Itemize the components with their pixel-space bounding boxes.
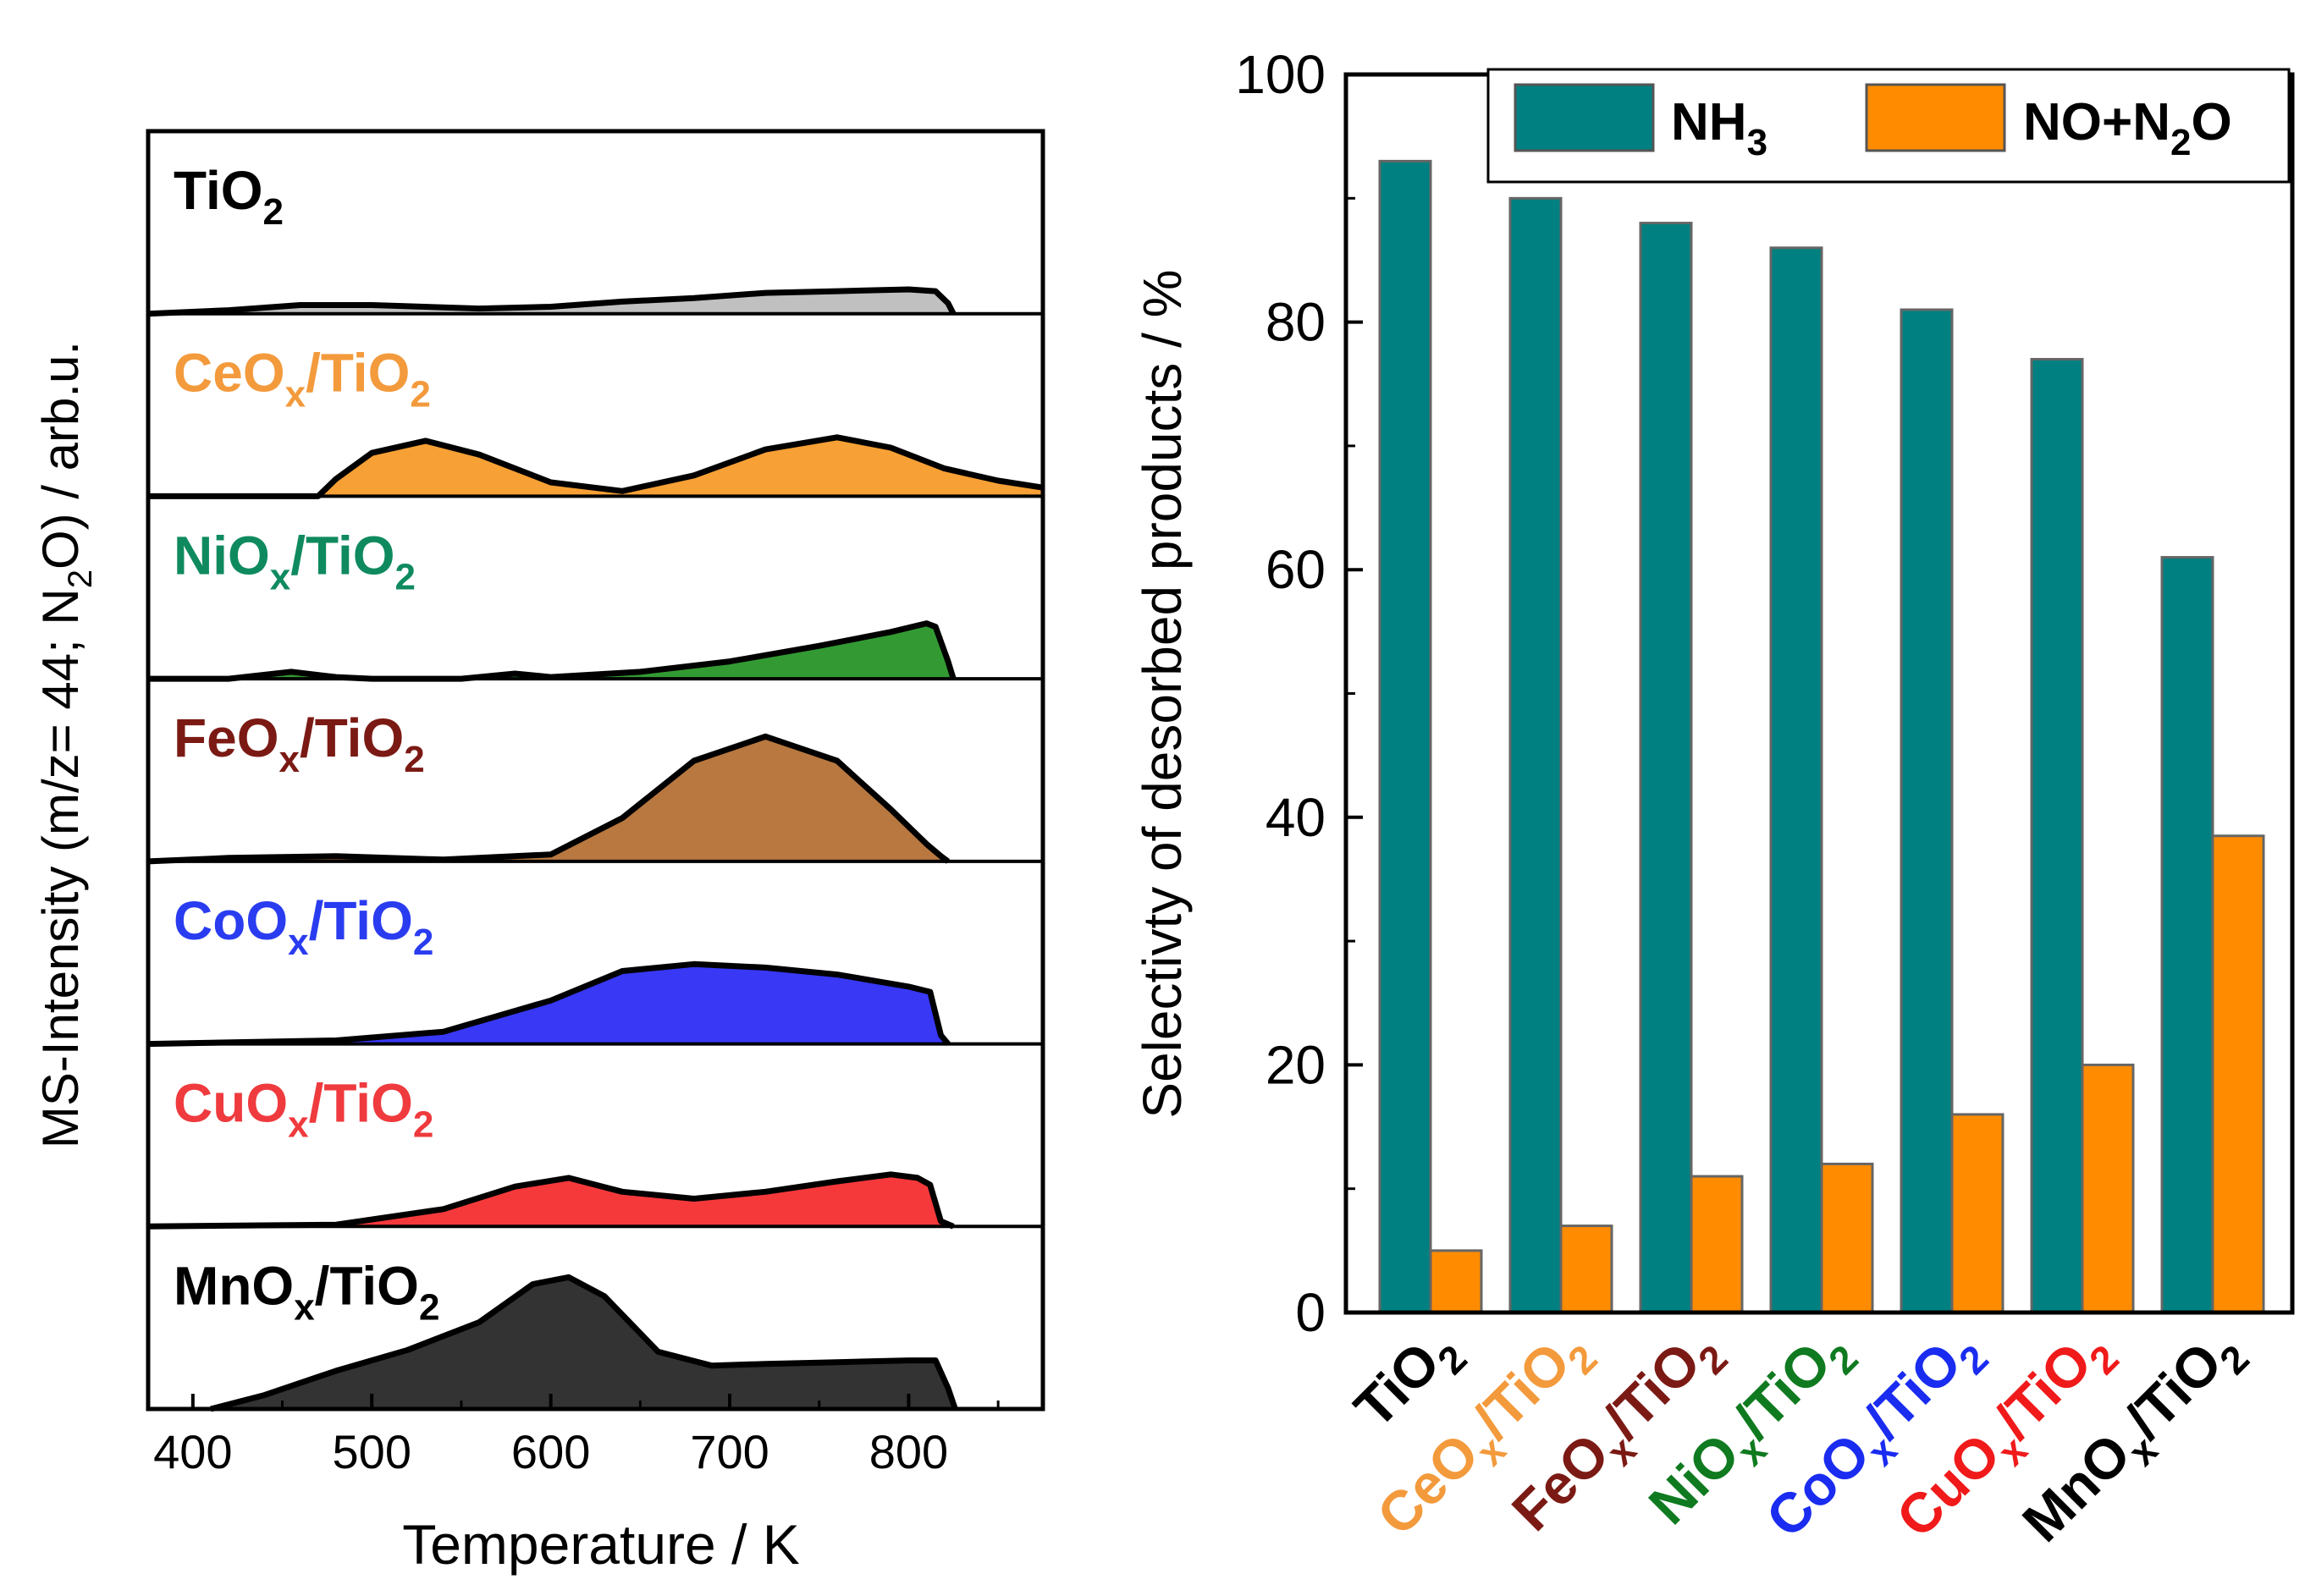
selectivity-category-labels: TiO2CeOx/TiO2FeOx/TiO2NiOx/TiO2CoOx/TiO2… [1343,1315,2258,1554]
tpd-x-tick-label: 500 [333,1425,411,1478]
tpd-label-coox-tio2: CoOx/TiO2 [174,890,433,963]
bar-no-n2o-cuox-tio2 [2081,1063,2135,1314]
tpd-label-ceox-tio2: CeOx/TiO2 [174,343,431,416]
tpd-x-tick-label: 700 [690,1425,769,1478]
bar-nh3-mnox-tio2 [2160,556,2214,1314]
tpd-x-tick-label: 600 [511,1425,590,1478]
tpd-curve-mnox-tio2 [210,1274,958,1412]
tpd-frame-layer [146,129,1045,1412]
legend-label-nh3: NH3 [1671,93,1767,163]
y-tick-label: 100 [1235,44,1326,105]
tpd-label-layer: TiO2 CeOx/TiO2 NiOx/TiO2 FeOx/TiO2 CoOx/TiO2… [174,160,439,1328]
legend: NH3 NO+N2O [1486,68,2291,184]
y-tick-label: 60 [1266,539,1326,600]
tpd-label-feox-tio2: FeOx/TiO2 [174,707,425,780]
legend-label-no-n2o: NO+N2O [2023,93,2232,163]
bar-no-n2o-mnox-tio2 [2211,834,2265,1314]
tpd-curve-feox-tio2 [147,733,951,865]
selectivity-y-axis-title: Selectivty of desorbed products / % [1132,269,1193,1118]
tpd-stacked-chart: TiO2 CeOx/TiO2 NiOx/TiO2 FeOx/TiO2 CoOx/TiO2… [32,129,1045,1576]
bar-nh3-feox-tio2 [1639,222,1693,1314]
tpd-curve-tio2 [147,286,957,317]
tpd-label-mnox-tio2: MnOx/TiO2 [174,1255,439,1328]
y-tick-label: 0 [1295,1282,1326,1343]
bar-no-n2o-coox-tio2 [1950,1113,2004,1314]
bar-nh3-niox-tio2 [1769,246,1823,1314]
tpd-curve-cuox-tio2 [147,1171,955,1230]
selectivity-bar-chart: 0 20 40 60 80 100 TiO2CeOx/TiO2FeOx/TiO2NiOx/… [1132,44,2295,1554]
bar-no-n2o-niox-tio2 [1820,1162,1874,1314]
tpd-area-ceox-tio2 [148,437,1043,497]
selectivity-y-ticks: 0 20 40 60 80 100 [1235,44,1363,1343]
tpd-area-feox-tio2 [148,736,948,861]
y-tick-label: 40 [1266,787,1326,848]
selectivity-bars [1378,159,2265,1314]
bar-no-n2o-feox-tio2 [1690,1175,1744,1314]
legend-swatch-nh3 [1514,83,1655,152]
tpd-x-ticks: 400 500 600 700 800 [153,1394,1000,1478]
tpd-area-layer [147,286,1044,1412]
category-label-tio2: TiO2 [1343,1315,1475,1448]
y-tick-label: 80 [1266,292,1326,353]
bar-nh3-ceox-tio2 [1508,196,1563,1314]
tpd-curve-ceox-tio2 [148,434,1044,499]
bar-no-n2o-ceox-tio2 [1559,1225,1613,1314]
tpd-label-niox-tio2: NiOx/TiO2 [174,525,416,597]
legend-swatch-no-n2o [1865,83,2006,152]
tpd-x-tick-label: 400 [153,1425,232,1478]
y-tick-label: 20 [1266,1034,1326,1095]
tpd-curve-coox-tio2 [147,960,951,1048]
tpd-y-axis-title: MS-Intensity (m/z= 44; N2O) / arb.u. [32,341,99,1148]
tpd-label-cuox-tio2: CuOx/TiO2 [174,1073,433,1146]
tpd-area-niox-tio2 [148,623,954,680]
tpd-area-cuox-tio2 [148,1174,954,1227]
bar-nh3-tio2 [1378,159,1432,1314]
tpd-x-tick-label: 800 [869,1425,948,1478]
bar-nh3-coox-tio2 [1900,308,1954,1314]
tpd-plot-frame [146,129,1045,1412]
tpd-curve-niox-tio2 [148,620,957,682]
tpd-area-mnox-tio2 [211,1277,956,1409]
tpd-label-tio2: TiO2 [174,160,284,233]
bar-nh3-cuox-tio2 [2030,357,2084,1314]
bar-no-n2o-tio2 [1429,1249,1483,1314]
tpd-x-axis-title: Temperature / K [402,1513,800,1576]
